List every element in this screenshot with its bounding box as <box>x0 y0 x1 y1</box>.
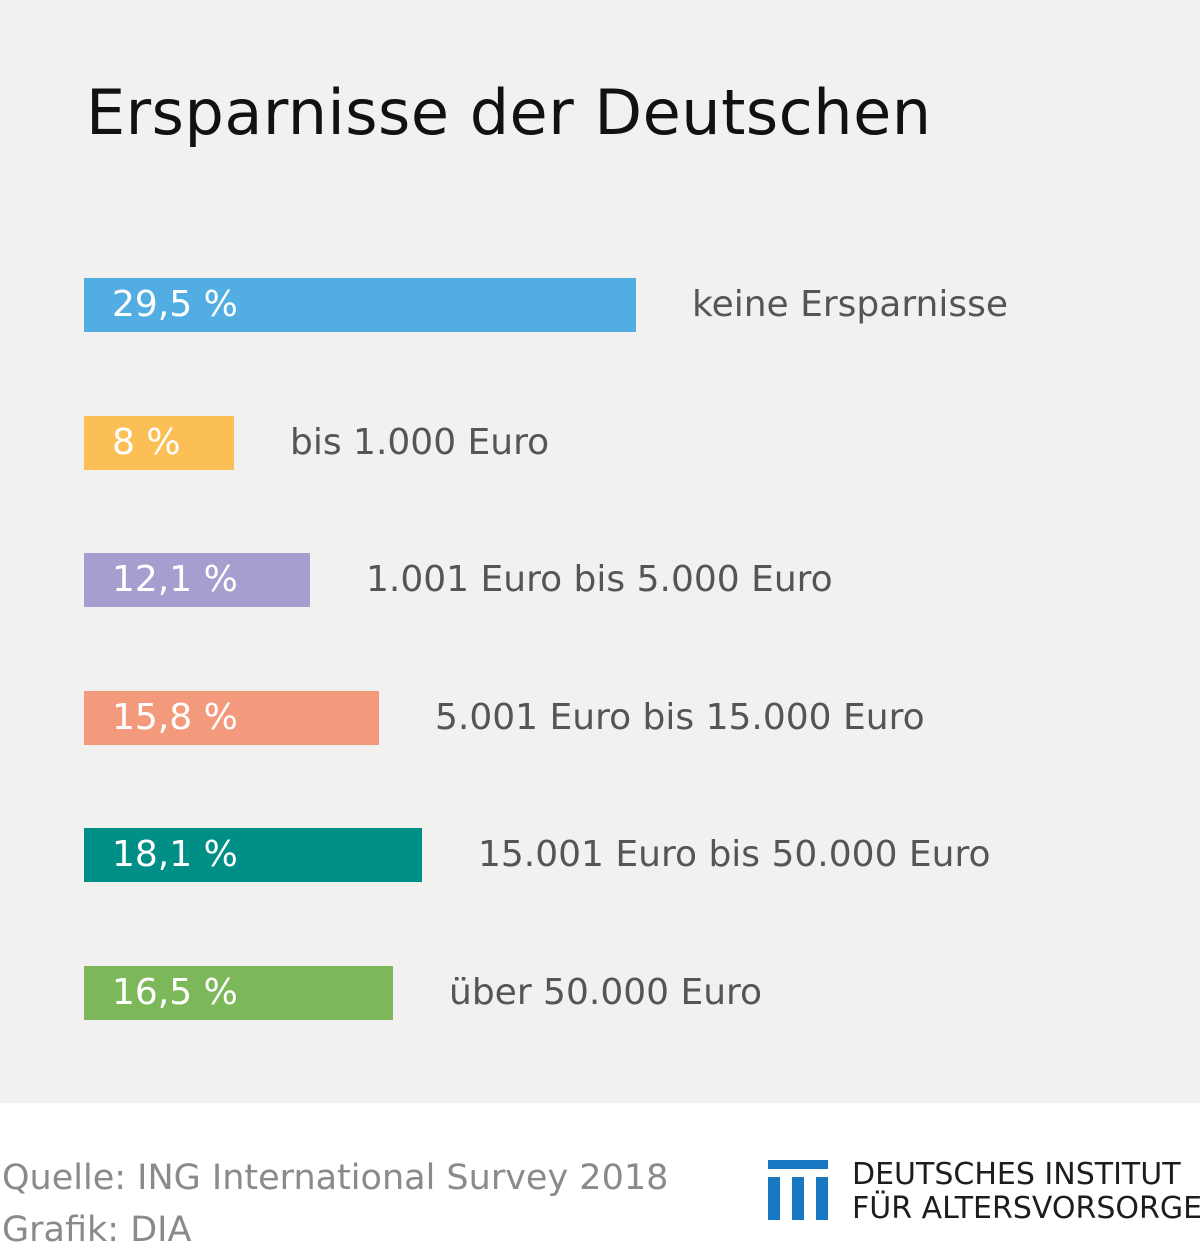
credit-text: Grafik: DIA <box>2 1210 192 1250</box>
bar-value-label: 12,1 % <box>112 559 238 600</box>
source-note: Quelle: ING International Survey 2018 Gr… <box>2 1152 668 1256</box>
category-label: 15.001 Euro bis 50.000 Euro <box>478 834 991 875</box>
bar-chart: 29,5 % keine Ersparnisse 8 % bis 1.000 Euro… <box>84 278 1008 1020</box>
category-label: 5.001 Euro bis 15.000 Euro <box>435 697 925 738</box>
bar <box>84 416 234 470</box>
dia-logo: DEUTSCHES INSTITUT FÜR ALTERSVORSORGE <box>768 1158 1200 1226</box>
category-label: 1.001 Euro bis 5.000 Euro <box>366 559 833 600</box>
category-label: über 50.000 Euro <box>449 972 763 1013</box>
chart-title: Ersparnisse der Deutschen <box>86 76 932 149</box>
bar-value-label: 8 % <box>112 422 181 463</box>
category-label: keine Ersparnisse <box>692 284 1008 325</box>
bar-value-label: 15,8 % <box>112 697 238 738</box>
logo-text: DEUTSCHES INSTITUT FÜR ALTERSVORSORGE <box>852 1158 1200 1226</box>
logo-line-2: FÜR ALTERSVORSORGE <box>852 1191 1200 1226</box>
category-label: bis 1.000 Euro <box>290 422 550 463</box>
bar <box>84 278 636 332</box>
dia-columns-icon <box>768 1160 828 1220</box>
bar <box>84 966 393 1020</box>
logo-line-1: DEUTSCHES INSTITUT <box>852 1157 1181 1192</box>
bar <box>84 691 379 745</box>
chart-panel: Ersparnisse der Deutschen 29,5 % keine Er… <box>0 0 1200 1103</box>
bar-value-label: 16,5 % <box>112 972 238 1013</box>
bar <box>84 828 422 882</box>
bar-value-label: 18,1 % <box>112 834 238 875</box>
source-text: Quelle: ING International Survey 2018 <box>2 1158 669 1198</box>
bar <box>84 553 310 607</box>
bar-value-label: 29,5 % <box>112 284 238 325</box>
